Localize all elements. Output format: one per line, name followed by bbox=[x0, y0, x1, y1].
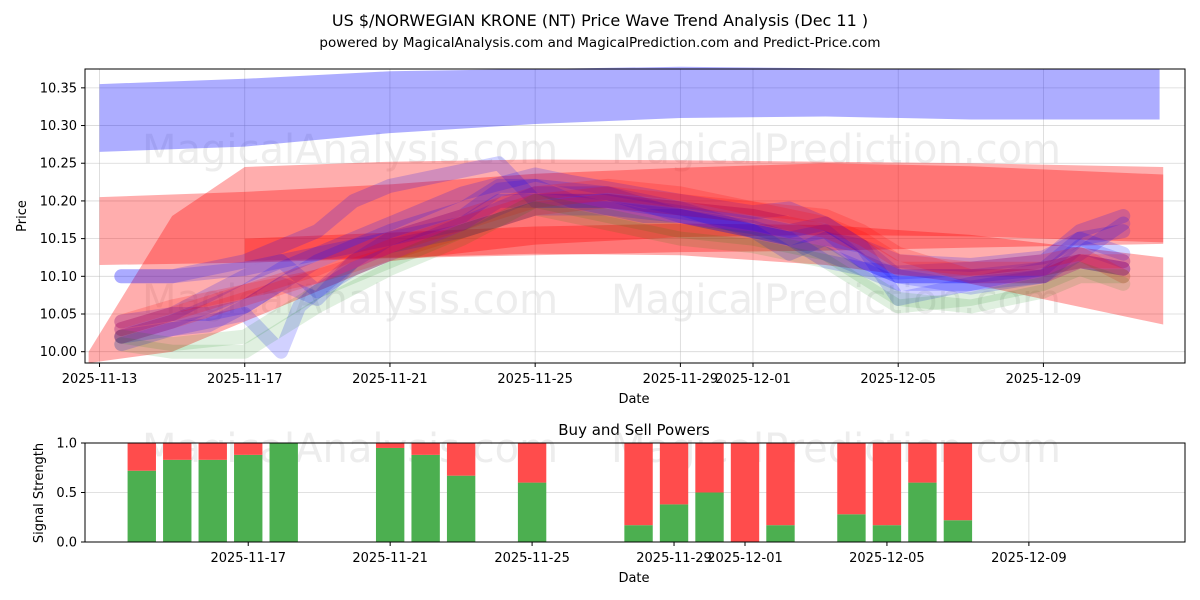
buy-bar bbox=[234, 454, 263, 542]
price-band bbox=[99, 163, 1164, 265]
top-x-tick-label: 2025-11-13 bbox=[62, 372, 138, 387]
top-y-tick-label: 10.15 bbox=[40, 232, 77, 247]
bottom-x-tick-label: 2025-12-01 bbox=[707, 551, 783, 566]
buy-bar bbox=[198, 459, 227, 542]
top-y-tick-label: 10.20 bbox=[40, 194, 77, 209]
buy-bar bbox=[943, 520, 973, 542]
chart-title: US $/NORWEGIAN KRONE (NT) Price Wave Tre… bbox=[332, 11, 868, 30]
wave-line bbox=[114, 167, 1131, 344]
wave-line bbox=[114, 186, 1131, 337]
top-y-tick-label: 10.35 bbox=[40, 81, 77, 96]
top-grid bbox=[85, 69, 1185, 363]
wave-line bbox=[114, 201, 1131, 352]
wave-line bbox=[114, 193, 1131, 359]
bottom-x-tick-label: 2025-11-29 bbox=[636, 551, 712, 566]
top-x-tick-label: 2025-12-05 bbox=[860, 372, 936, 387]
wave-line bbox=[114, 193, 1131, 359]
bottom-y-label: Signal Strength bbox=[32, 443, 47, 543]
top-y-tick-label: 10.00 bbox=[40, 345, 77, 360]
price-band bbox=[99, 66, 1160, 152]
sell-bar bbox=[908, 443, 937, 483]
top-plot-frame bbox=[84, 68, 1186, 364]
bottom-x-tick-label: 2025-12-09 bbox=[991, 551, 1067, 566]
wave-line bbox=[114, 178, 1131, 329]
top-x-tick-label: 2025-11-17 bbox=[207, 372, 283, 387]
bottom-x-label: Date bbox=[618, 571, 649, 586]
sell-bar bbox=[517, 443, 547, 483]
buy-bar bbox=[766, 525, 795, 542]
top-x-ticks: 2025-11-13 2025-11-17 2025-11-21 2025-11-25… bbox=[62, 363, 1081, 387]
top-y-tick-label: 10.25 bbox=[40, 157, 77, 172]
wave-line bbox=[114, 156, 1131, 284]
buy-bar bbox=[659, 504, 689, 542]
sell-bar bbox=[695, 443, 724, 493]
bottom-y-ticks: 0.0 0.5 1.0 bbox=[56, 437, 85, 551]
bottom-x-tick-label: 2025-12-05 bbox=[849, 551, 925, 566]
watermark-text: MagicalAnalysis.com bbox=[142, 127, 558, 173]
buy-bar bbox=[837, 514, 866, 542]
top-x-label: Date bbox=[618, 392, 649, 407]
bottom-title: Buy and Sell Powers bbox=[558, 421, 710, 439]
watermark-text: MagicalAnalysis.com bbox=[142, 277, 558, 323]
top-y-tick-label: 10.10 bbox=[40, 270, 77, 285]
sell-bar bbox=[375, 443, 405, 448]
wave-line bbox=[114, 193, 1131, 344]
watermark-text: MagicalPrediction.com bbox=[611, 127, 1061, 173]
bottom-bars bbox=[127, 443, 973, 542]
top-wave-lines bbox=[114, 156, 1131, 359]
buy-bar bbox=[127, 470, 156, 542]
wave-line bbox=[114, 178, 1131, 337]
top-x-tick-label: 2025-11-29 bbox=[643, 372, 719, 387]
top-x-tick-label: 2025-12-01 bbox=[715, 372, 791, 387]
bottom-y-tick-label: 0.5 bbox=[56, 486, 77, 501]
chart-subtitle: powered by MagicalAnalysis.com and Magic… bbox=[319, 35, 880, 51]
bottom-y-tick-label: 1.0 bbox=[56, 437, 77, 452]
sell-bar bbox=[943, 443, 973, 521]
sell-bar bbox=[234, 443, 263, 455]
top-x-tick-label: 2025-12-09 bbox=[1006, 372, 1082, 387]
top-y-ticks: 10.00 10.05 10.10 10.15 10.20 10.25 10.30 10.35 bbox=[40, 81, 85, 360]
top-y-tick-label: 10.30 bbox=[40, 119, 77, 134]
top-watermarks: MagicalAnalysis.com MagicalPrediction.com… bbox=[142, 127, 1061, 323]
top-y-tick-label: 10.05 bbox=[40, 308, 77, 323]
buy-bar bbox=[446, 475, 476, 542]
buy-bar bbox=[163, 459, 192, 542]
sell-bar bbox=[411, 443, 440, 455]
sell-bar bbox=[163, 443, 192, 460]
wave-line bbox=[114, 178, 1131, 352]
sell-bar bbox=[730, 443, 760, 542]
buy-bar bbox=[872, 525, 902, 542]
buy-bar bbox=[695, 492, 724, 542]
sell-bar bbox=[837, 443, 866, 515]
sell-bar bbox=[198, 443, 227, 460]
top-bands bbox=[88, 66, 1164, 363]
sell-bar bbox=[872, 443, 902, 526]
bottom-x-tick-label: 2025-11-25 bbox=[494, 551, 570, 566]
top-y-label: Price bbox=[15, 200, 30, 232]
buy-bar bbox=[269, 443, 298, 542]
bottom-y-tick-label: 0.0 bbox=[56, 536, 77, 551]
sell-bar bbox=[659, 443, 689, 505]
buy-bar bbox=[517, 482, 547, 542]
top-x-tick-label: 2025-11-25 bbox=[497, 372, 573, 387]
buy-bar bbox=[624, 525, 653, 542]
sell-bar bbox=[766, 443, 795, 526]
bottom-x-tick-label: 2025-11-21 bbox=[352, 551, 428, 566]
price-band bbox=[244, 223, 1164, 325]
top-x-tick-label: 2025-11-21 bbox=[352, 372, 428, 387]
bottom-x-ticks: 2025-11-17 2025-11-21 2025-11-25 2025-11-29… bbox=[210, 542, 1067, 566]
buy-bar bbox=[908, 482, 937, 542]
price-band bbox=[88, 159, 1164, 363]
bottom-x-tick-label: 2025-11-17 bbox=[210, 551, 286, 566]
buy-bar bbox=[375, 447, 405, 542]
buy-bar bbox=[411, 454, 440, 542]
wave-line bbox=[114, 201, 1131, 329]
watermark-text: MagicalPrediction.com bbox=[611, 277, 1061, 323]
sell-bar bbox=[624, 443, 653, 526]
sell-bar bbox=[127, 443, 156, 471]
wave-line bbox=[114, 186, 1131, 306]
sell-bar bbox=[446, 443, 476, 476]
